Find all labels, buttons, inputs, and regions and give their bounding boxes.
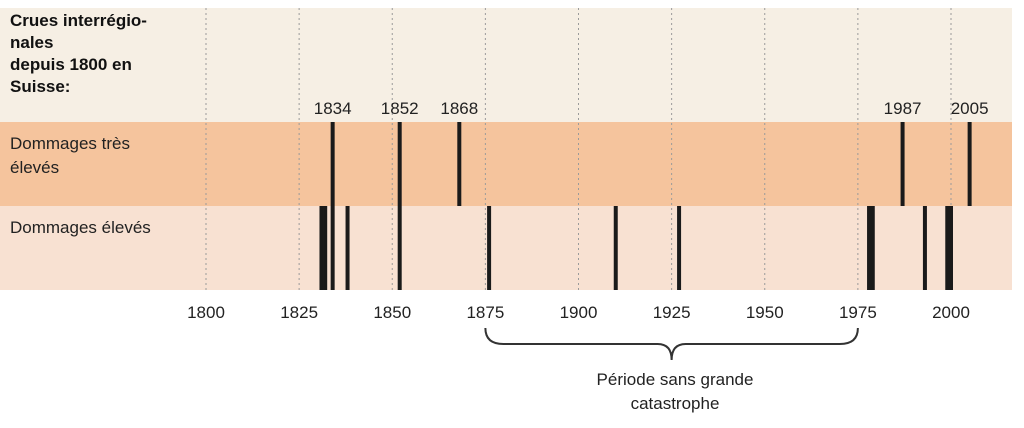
x-tick-label: 2000 (932, 303, 970, 322)
annotation-line: Période sans grande (596, 370, 754, 389)
x-tick-label: 1900 (560, 303, 598, 322)
event-bar (949, 206, 953, 290)
x-tick-label: 1850 (373, 303, 411, 322)
event-bar (397, 206, 402, 290)
event-bar (457, 122, 462, 206)
event-bar (613, 206, 618, 290)
event-bar (330, 206, 335, 290)
chart-title-line: depuis 1800 en (10, 55, 132, 74)
x-axis-tick-labels: 1800 1825 1850 1875 1900 1925 1950 1975 2000 (187, 303, 970, 322)
event-bar (345, 206, 350, 290)
background-band-high-damage (0, 206, 1012, 290)
period-brace (484, 327, 859, 361)
x-tick-label: 1950 (746, 303, 784, 322)
event-bar (867, 206, 872, 290)
row-label-line: Dommages élevés (10, 218, 151, 237)
event-bar (487, 206, 492, 290)
x-tick-label: 1975 (839, 303, 877, 322)
event-year-labels: 1834 1852 1868 1987 2005 (314, 99, 989, 118)
event-bar (945, 206, 950, 290)
background-band-top (0, 8, 1012, 122)
chart-title-line: Suisse: (10, 77, 71, 96)
event-bar (922, 206, 927, 290)
x-tick-label: 1875 (466, 303, 504, 322)
background-band-very-high-damage (0, 122, 1012, 206)
event-bar (319, 206, 324, 290)
event-year-label: 1868 (440, 99, 478, 118)
period-annotation: Période sans grande catastrophe (540, 368, 810, 416)
chart-title-line: nales (10, 33, 54, 52)
event-bar (900, 122, 905, 206)
row-label-very-high-damage: Dommages très élevés (10, 132, 130, 180)
event-bar (397, 122, 402, 206)
row-label-line: élevés (10, 158, 60, 177)
event-bar (330, 122, 335, 206)
event-bar (323, 206, 328, 290)
annotation-line: catastrophe (630, 394, 720, 413)
row-label-high-damage: Dommages élevés (10, 216, 151, 240)
chart-title-line: Crues interrégio- (10, 11, 147, 30)
x-tick-label: 1800 (187, 303, 225, 322)
event-bar (967, 122, 972, 206)
event-bar (677, 206, 682, 290)
row-label-line: Dommages très (10, 134, 130, 153)
event-bars (319, 122, 972, 290)
event-year-label: 1987 (884, 99, 922, 118)
x-tick-label: 1825 (280, 303, 318, 322)
chart-title: Crues interrégio- nales depuis 1800 en S… (10, 10, 200, 98)
x-tick-label: 1925 (653, 303, 691, 322)
event-year-label: 1852 (381, 99, 419, 118)
event-year-label: 1834 (314, 99, 352, 118)
event-bar (870, 206, 875, 290)
event-year-label: 2005 (951, 99, 989, 118)
